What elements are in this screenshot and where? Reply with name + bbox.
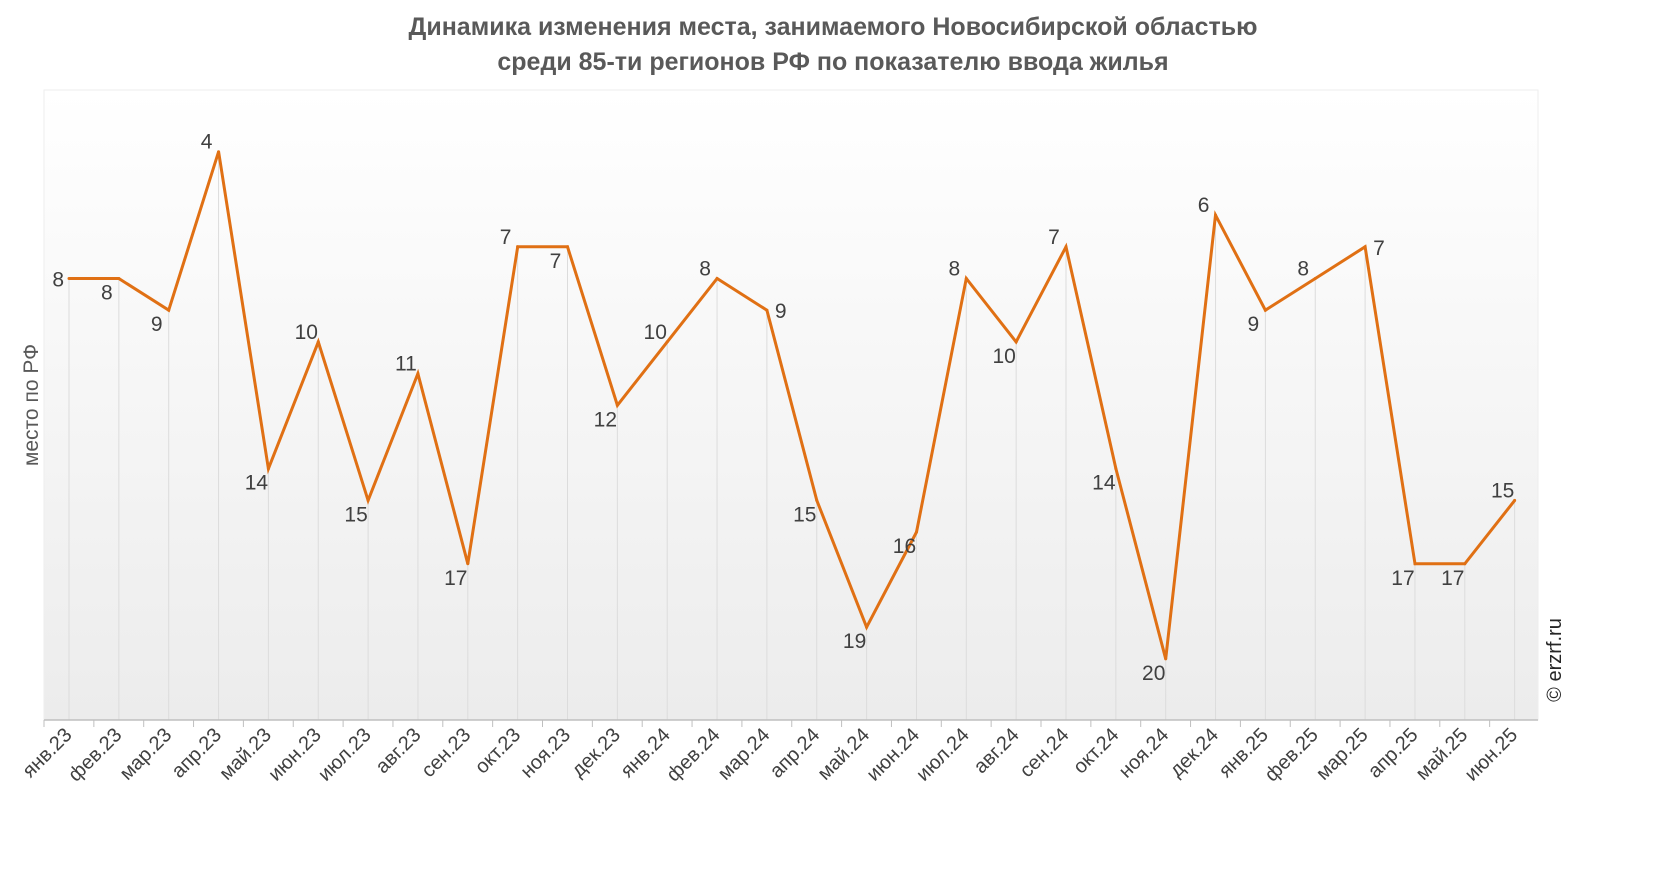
- data-point: [815, 498, 819, 502]
- data-label: 17: [444, 567, 467, 590]
- chart-title-line-2: среди 85-ти регионов РФ по показателю вв…: [497, 48, 1169, 76]
- data-label: 16: [893, 535, 916, 558]
- x-tick-label: сен.24: [1016, 724, 1074, 782]
- x-tick-label: июл.24: [912, 724, 974, 786]
- data-point: [865, 625, 869, 629]
- x-axis-tick-labels: янв.23фев.23мар.23апр.23май.23июн.23июл.…: [18, 724, 1522, 786]
- x-tick-label: мар.24: [714, 724, 775, 785]
- data-label: 14: [245, 472, 269, 495]
- data-point: [914, 530, 918, 534]
- data-label: 15: [793, 503, 816, 526]
- x-tick-label: апр.25: [1364, 724, 1423, 783]
- chart-title-line-1: Динамика изменения места, занимаемого Но…: [408, 13, 1258, 41]
- x-tick-label: апр.23: [167, 724, 226, 783]
- data-point: [266, 467, 270, 471]
- data-point: [1463, 562, 1467, 566]
- x-tick-label: фев.24: [662, 724, 724, 786]
- data-label: 9: [151, 313, 163, 336]
- data-label: 11: [395, 353, 417, 376]
- y-axis-title: место по РФ: [20, 344, 43, 466]
- data-point: [665, 340, 669, 344]
- data-point: [1363, 245, 1367, 249]
- x-axis-ticks: [43, 720, 1491, 727]
- data-label: 7: [500, 226, 512, 249]
- data-point: [1313, 277, 1317, 280]
- data-point: [765, 308, 769, 312]
- x-tick-label: дек.24: [1166, 724, 1224, 782]
- data-label: 7: [1373, 237, 1385, 260]
- x-tick-label: апр.24: [766, 724, 825, 783]
- data-label: 10: [295, 321, 318, 344]
- data-label: 8: [948, 258, 960, 281]
- x-tick-label: окт.24: [1069, 724, 1123, 778]
- data-label: 9: [775, 300, 787, 323]
- data-point: [1164, 657, 1168, 661]
- x-tick-label: фев.23: [64, 724, 126, 786]
- x-tick-label: июн.23: [264, 724, 326, 786]
- data-label: 19: [843, 630, 866, 653]
- data-point: [1413, 562, 1417, 566]
- data-labels: 8 8 9 4 14 10 15 11 17 7 7 12 10 8 9 15 19 16 8 10 7 14 20 6 9 8 7…: [52, 131, 1514, 685]
- x-tick-label: мар.25: [1312, 724, 1373, 785]
- x-tick-label: дек.23: [567, 724, 625, 782]
- data-label: 14: [1092, 472, 1116, 495]
- data-point: [316, 340, 320, 344]
- data-label: 7: [1048, 226, 1060, 249]
- x-tick-label: мар.23: [116, 724, 177, 785]
- x-tick-label: май.25: [1412, 724, 1473, 785]
- x-tick-label: авг.23: [371, 724, 425, 778]
- data-point: [167, 308, 171, 312]
- data-point: [1513, 498, 1517, 502]
- data-label: 8: [699, 258, 711, 281]
- data-point: [117, 277, 121, 280]
- data-point: [715, 277, 719, 280]
- data-label: 9: [1248, 313, 1260, 336]
- x-tick-label: ноя.23: [516, 724, 575, 783]
- data-label: 7: [550, 250, 562, 273]
- x-tick-label: май.24: [813, 724, 874, 785]
- data-point: [217, 150, 221, 154]
- x-tick-label: фев.25: [1261, 724, 1323, 786]
- data-label: 6: [1198, 194, 1210, 217]
- data-point: [566, 245, 569, 249]
- x-tick-label: сен.23: [417, 724, 475, 782]
- data-point: [1114, 467, 1118, 471]
- chart-title: Динамика изменения места, занимаемого Но…: [0, 10, 1666, 80]
- watermark: © erzrf.ru: [1544, 618, 1566, 702]
- data-point: [1214, 213, 1218, 217]
- x-tick-label: ноя.24: [1115, 724, 1174, 783]
- data-label: 8: [101, 282, 113, 305]
- x-tick-label: окт.23: [471, 724, 525, 778]
- data-point: [1263, 308, 1267, 312]
- data-point: [466, 562, 470, 566]
- data-label: 10: [644, 321, 667, 344]
- data-label: 20: [1142, 662, 1165, 685]
- drop-lines: [68, 151, 1516, 720]
- data-point: [67, 277, 71, 280]
- data-label: 8: [52, 269, 64, 292]
- data-label: 15: [344, 503, 367, 526]
- data-label: 17: [1391, 567, 1414, 590]
- data-label: 17: [1441, 567, 1464, 590]
- data-point: [615, 403, 619, 407]
- x-tick-label: июн.25: [1461, 724, 1523, 786]
- x-tick-label: июл.23: [314, 724, 376, 786]
- data-point: [1064, 245, 1068, 249]
- data-label: 15: [1491, 479, 1514, 502]
- x-tick-label: май.23: [215, 724, 276, 785]
- data-point: [1014, 340, 1018, 344]
- data-label: 8: [1297, 258, 1309, 281]
- x-tick-label: авг.24: [970, 724, 1024, 778]
- data-point: [366, 498, 370, 502]
- x-tick-label: июн.24: [862, 724, 924, 786]
- data-points: [67, 150, 1517, 661]
- data-label: 10: [992, 345, 1015, 368]
- data-label: 4: [201, 131, 213, 154]
- data-point: [516, 245, 520, 249]
- series-line: [69, 151, 1516, 660]
- data-label: 12: [594, 408, 617, 431]
- data-point: [964, 277, 968, 280]
- data-point: [416, 372, 420, 376]
